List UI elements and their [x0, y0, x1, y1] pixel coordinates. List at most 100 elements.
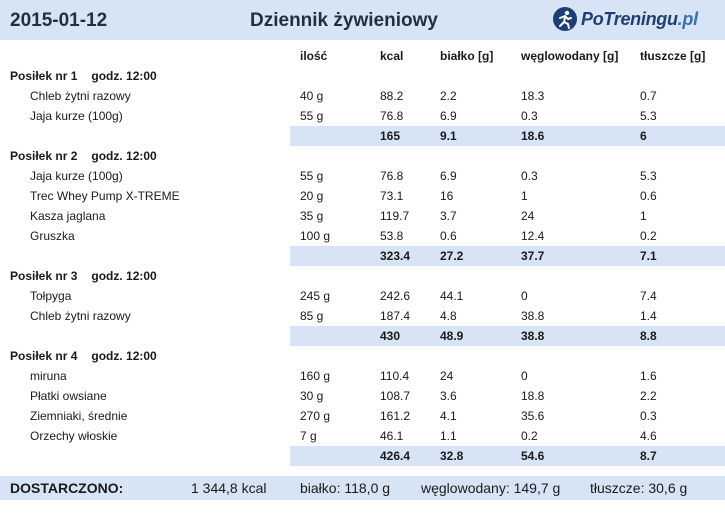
food-protein: 24 [440, 369, 454, 383]
food-kcal: 73.1 [380, 189, 404, 203]
food-row: Tołpyga 245 g 242.6 44.1 0 7.4 [0, 286, 725, 306]
food-kcal: 88.2 [380, 89, 404, 103]
meal-heading: Posiłek nr 2 godz. 12:00 [10, 149, 157, 163]
meal-time: godz. 12:00 [91, 69, 157, 83]
meal-total-row: 426.4 32.8 54.6 8.7 [290, 446, 725, 466]
food-name: Gruszka [30, 229, 75, 243]
food-fat: 7.4 [640, 289, 657, 303]
food-kcal: 76.8 [380, 109, 404, 123]
food-name: Chleb żytni razowy [30, 89, 131, 103]
food-carbs: 12.4 [521, 229, 545, 243]
food-quantity: 160 g [300, 369, 331, 383]
total-protein: 32.8 [440, 449, 464, 463]
meal-time: godz. 12:00 [91, 149, 157, 163]
total-kcal: 165 [380, 129, 401, 143]
food-fat: 5.3 [640, 109, 657, 123]
total-kcal: 323.4 [380, 249, 411, 263]
food-carbs: 1 [521, 189, 528, 203]
runner-logo-icon [553, 7, 577, 31]
summary-label: DOSTARCZONO: [10, 480, 124, 496]
food-quantity: 100 g [300, 229, 331, 243]
food-fat: 1.6 [640, 369, 657, 383]
food-protein: 1.1 [440, 429, 457, 443]
food-quantity: 30 g [300, 389, 324, 403]
food-kcal: 242.6 [380, 289, 411, 303]
meal-heading: Posiłek nr 3 godz. 12:00 [10, 269, 157, 283]
food-carbs: 18.3 [521, 89, 545, 103]
food-kcal: 187.4 [380, 309, 411, 323]
food-quantity: 20 g [300, 189, 324, 203]
food-quantity: 7 g [300, 429, 317, 443]
food-carbs: 35.6 [521, 409, 545, 423]
food-quantity: 40 g [300, 89, 324, 103]
food-carbs: 0.3 [521, 109, 538, 123]
food-protein: 4.8 [440, 309, 457, 323]
food-name: Płatki owsiane [30, 389, 107, 403]
total-carbs: 54.6 [521, 449, 545, 463]
col-quantity: ilość [300, 49, 328, 63]
meal-total-row: 323.4 27.2 37.7 7.1 [290, 246, 725, 266]
food-quantity: 35 g [300, 209, 324, 223]
food-row: Chleb żytni razowy 85 g 187.4 4.8 38.8 1.4 [0, 306, 725, 326]
total-fat: 8.7 [640, 449, 657, 463]
food-row: Ziemniaki, średnie 270 g 161.2 4.1 35.6 0.3 [0, 406, 725, 426]
summary-kcal: 1 344,8 kcal [191, 480, 267, 496]
meal-name: Posiłek nr 1 [10, 69, 78, 83]
food-fat: 5.3 [640, 169, 657, 183]
food-protein: 6.9 [440, 169, 457, 183]
total-protein: 9.1 [440, 129, 457, 143]
food-kcal: 53.8 [380, 229, 404, 243]
col-kcal: kcal [380, 49, 404, 63]
food-name: Kasza jaglana [30, 209, 106, 223]
meal-total-row: 430 48.9 38.8 8.8 [290, 326, 725, 346]
meal-name: Posiłek nr 2 [10, 149, 78, 163]
food-carbs: 38.8 [521, 309, 545, 323]
logo-wordmark: PoTreningu.pl [581, 8, 698, 29]
food-kcal: 46.1 [380, 429, 404, 443]
total-protein: 48.9 [440, 329, 464, 343]
food-kcal: 108.7 [380, 389, 411, 403]
food-name: Jaja kurze (100g) [30, 109, 123, 123]
food-name: Tołpyga [30, 289, 72, 303]
food-fat: 0.2 [640, 229, 657, 243]
food-name: miruna [30, 369, 67, 383]
food-kcal: 76.8 [380, 169, 404, 183]
potreningu-logo[interactable]: PoTreningu.pl [552, 5, 698, 33]
header-bar: 2015-01-12 Dziennik żywieniowy PoTrening… [0, 0, 725, 40]
total-carbs: 18.6 [521, 129, 545, 143]
food-row: Kasza jaglana 35 g 119.7 3.7 24 1 [0, 206, 725, 226]
summary-protein: białko: 118,0 g [300, 480, 391, 496]
food-kcal: 119.7 [380, 209, 410, 223]
food-row: Jaja kurze (100g) 55 g 76.8 6.9 0.3 5.3 [0, 166, 725, 186]
food-quantity: 270 g [300, 409, 331, 423]
food-fat: 4.6 [640, 429, 657, 443]
total-carbs: 37.7 [521, 249, 545, 263]
total-protein: 27.2 [440, 249, 464, 263]
food-quantity: 55 g [300, 109, 324, 123]
food-name: Orzechy włoskie [30, 429, 118, 443]
meal-name: Posiłek nr 3 [10, 269, 78, 283]
total-carbs: 38.8 [521, 329, 545, 343]
food-protein: 6.9 [440, 109, 457, 123]
food-fat: 1 [640, 209, 647, 223]
report-date: 2015-01-12 [10, 10, 108, 31]
summary-fat: tłuszcze: 30,6 g [590, 480, 688, 496]
food-kcal: 110.4 [380, 369, 410, 383]
food-carbs: 0.2 [521, 429, 538, 443]
food-protein: 3.6 [440, 389, 457, 403]
food-quantity: 245 g [300, 289, 331, 303]
food-row: Płatki owsiane 30 g 108.7 3.6 18.8 2.2 [0, 386, 725, 406]
food-fat: 0.7 [640, 89, 657, 103]
total-kcal: 430 [380, 329, 401, 343]
food-fat: 2.2 [640, 389, 657, 403]
food-name: Trec Whey Pump X-TREME [30, 189, 180, 203]
page-title: Dziennik żywieniowy [250, 10, 438, 31]
meal-time: godz. 12:00 [91, 269, 157, 283]
food-protein: 4.1 [440, 409, 457, 423]
food-quantity: 85 g [300, 309, 324, 323]
food-name: Ziemniaki, średnie [30, 409, 128, 423]
food-fat: 0.3 [640, 409, 657, 423]
food-carbs: 0.3 [521, 169, 538, 183]
food-protein: 0.6 [440, 229, 457, 243]
daily-summary: DOSTARCZONO: 1 344,8 kcal białko: 118,0 … [0, 476, 725, 500]
